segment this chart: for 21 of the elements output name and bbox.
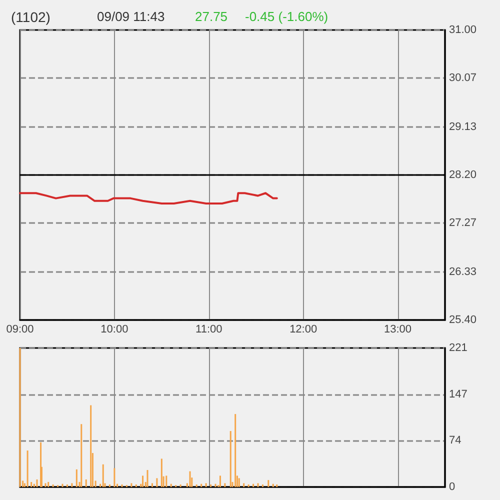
x-tick-label: 11:00 xyxy=(196,324,222,336)
y-tick-label: 27.27 xyxy=(449,217,477,230)
y-tick-label: 28.20 xyxy=(449,169,477,181)
text: -0.45 (-1.60%) xyxy=(245,9,328,24)
x-tick-label: 09:00 xyxy=(6,324,34,336)
chart-title: (1102) xyxy=(11,9,50,25)
y-tick-label: 31.00 xyxy=(449,24,477,36)
y-tick-label: 0 xyxy=(449,481,456,493)
y-tick-label: 147 xyxy=(449,388,468,401)
y-tick-label: 29.13 xyxy=(449,120,477,133)
y-tick-label: 74 xyxy=(449,434,462,446)
y-tick-label: 221 xyxy=(449,342,468,354)
chart-subtitle: 09/09 11:43 xyxy=(97,9,165,24)
y-tick-label: 30.07 xyxy=(449,72,477,84)
line-series xyxy=(19,192,278,204)
text: 27.75 xyxy=(195,9,228,24)
x-tick-label: 10:00 xyxy=(100,324,128,336)
y-tick-label: 25.40 xyxy=(449,314,477,326)
x-tick-label: 13:00 xyxy=(384,324,412,336)
y-tick-label: 26.33 xyxy=(449,266,477,278)
x-tick-label: 12:00 xyxy=(290,324,318,336)
